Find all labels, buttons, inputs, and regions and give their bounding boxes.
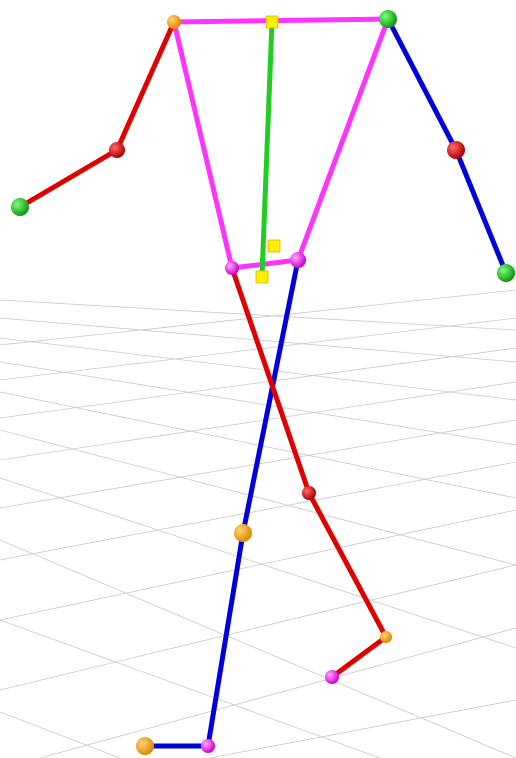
- bone-left-torso-side: [295, 16, 391, 263]
- joint-right-ankle: [380, 631, 392, 643]
- grid-line: [0, 477, 516, 649]
- marker-neck: [265, 15, 279, 29]
- joint-left-wrist: [497, 264, 515, 282]
- joint-right-elbow: [109, 142, 125, 158]
- marker-spine-mid: [267, 239, 281, 253]
- bone-right-foot: [329, 634, 389, 680]
- joint-right-knee: [302, 486, 316, 500]
- joint-right-hip: [225, 261, 239, 275]
- marker-pelvis: [255, 270, 269, 284]
- skeleton-joints: [11, 10, 515, 755]
- joint-right-shoulder: [167, 15, 181, 29]
- grid-line: [0, 347, 516, 419]
- grid-line: [0, 299, 516, 331]
- bone-spine: [259, 19, 275, 279]
- bone-left-upper-arm: [385, 16, 459, 153]
- grid-line: [0, 539, 516, 758]
- bone-hip-line: [229, 257, 301, 271]
- bone-left-forearm: [453, 147, 509, 276]
- floor-grid: [0, 289, 516, 758]
- bone-right-torso-side: [171, 19, 235, 271]
- grid-line: [0, 509, 516, 621]
- bone-left-thigh: [240, 257, 301, 536]
- joint-left-elbow: [447, 141, 465, 159]
- bone-right-upper-arm: [114, 19, 177, 153]
- grid-line: [0, 381, 516, 461]
- grid-line: [0, 429, 516, 566]
- joint-left-hip: [290, 252, 306, 268]
- skeleton-bones: [17, 16, 509, 749]
- joint-left-ankle: [201, 739, 215, 753]
- bone-right-forearm: [17, 147, 120, 210]
- grid-line: [0, 361, 516, 446]
- bone-right-shin: [306, 490, 389, 640]
- grid-line: [0, 619, 381, 758]
- joint-right-toe: [325, 670, 339, 684]
- joint-left-knee: [234, 524, 252, 542]
- bone-left-shin: [205, 530, 246, 749]
- grid-line: [0, 564, 516, 691]
- joint-left-shoulder: [379, 10, 397, 28]
- grid-line: [0, 337, 516, 401]
- joint-left-toe: [136, 737, 154, 755]
- grid-line: [209, 699, 516, 758]
- skeleton-markers: [255, 15, 281, 284]
- grid-line: [0, 289, 516, 346]
- grid-line: [39, 627, 516, 758]
- grid-line: [0, 391, 516, 499]
- bone-shoulder-line: [171, 16, 391, 25]
- grid-line: [0, 711, 121, 758]
- bone-right-thigh: [229, 265, 312, 496]
- grid-line: [0, 461, 516, 561]
- joint-right-wrist: [11, 198, 29, 216]
